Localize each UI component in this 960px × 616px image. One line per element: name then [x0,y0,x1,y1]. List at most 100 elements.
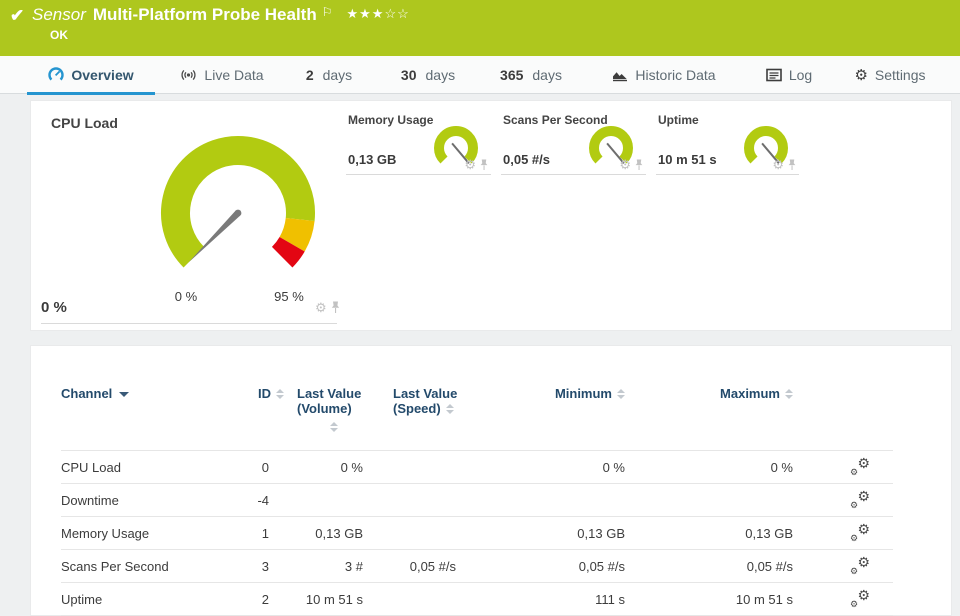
column-header-last-value-speed[interactable]: Last Value (Speed) [393,380,489,451]
tab-label: days [322,67,353,83]
mini-needle [606,142,625,164]
last-value-volume: 3 # [344,558,363,574]
table-row-cpu-load: CPU Load 0 0 % 0 % 0 % ⚙ ⚙ [61,450,893,484]
channel-name[interactable]: Uptime [61,591,103,607]
pin-icon[interactable] [479,159,489,171]
gear-icon[interactable]: ⚙ [619,157,631,172]
channel-name[interactable]: Downtime [61,492,119,508]
check-icon: ✔ [10,6,25,25]
last-value-volume: 0,13 GB [315,525,363,541]
sort-caret-icon [119,392,130,398]
tab-overview[interactable]: Overview [27,56,155,95]
last-value-speed [393,451,489,484]
gear-icon[interactable]: ⚙ [315,300,327,315]
gear-icon[interactable]: ⚙ [464,157,476,172]
cpu-current-value: 0 % [41,299,67,316]
sort-arrows-icon [785,388,793,399]
gauge-needle-hub [234,209,242,217]
sort-arrows-icon [445,403,454,414]
sensor-status-header: ✔ Sensor Multi-Platform Probe Health ⚐ ★★★☆… [0,0,960,56]
tab-365-days[interactable]: 365 days [490,56,572,94]
gauge-divider [41,323,337,324]
channel-settings-icon[interactable]: ⚙ ⚙ [850,454,870,477]
last-value-speed [393,583,489,616]
mini-gauge-title: Memory Usage [348,113,434,127]
channel-name[interactable]: Scans Per Second [61,558,169,574]
channel-settings-icon[interactable]: ⚙ ⚙ [850,553,870,576]
tab-live-data[interactable]: Live Data [172,56,272,94]
broadcast-icon [181,70,196,80]
channel-id: 3 [261,558,269,574]
mini-gauge-tools: ⚙ [772,158,797,171]
tab-label: days [425,67,456,83]
mini-gauge-tools: ⚙ [619,158,644,171]
channel-id: -4 [257,492,269,508]
tab-2-days[interactable]: 2 days [298,56,360,94]
last-value-volume [297,484,393,517]
column-header-id[interactable]: ID [239,380,297,451]
column-label: Channel [61,386,113,401]
uptime-gauge [744,126,788,164]
channel-id: 1 [261,525,269,541]
tab-label: days [532,67,562,83]
pin-icon[interactable] [634,159,644,171]
last-value-volume: 0 % [340,459,363,475]
column-label: Last Value [393,386,458,401]
column-label: ID [258,386,271,401]
channel-settings-icon[interactable]: ⚙ ⚙ [850,520,870,543]
tab-label: Historic Data [635,67,716,83]
gear-icon[interactable]: ⚙ [772,157,784,172]
pin-icon[interactable] [787,159,797,171]
tab-settings[interactable]: ⚙ Settings [850,56,930,94]
sensor-title-line: Sensor Multi-Platform Probe Health ⚐ ★★★☆☆ [32,5,410,25]
table-row-downtime: Downtime -4 ⚙ ⚙ [61,483,893,517]
last-value-volume: 10 m 51 s [305,591,363,607]
mini-gauge-scans: Scans Per Second 0,05 #/s ⚙ [501,111,646,175]
pin-icon[interactable] [330,301,341,314]
channel-id: 2 [261,591,269,607]
table-row-uptime: Uptime 2 10 m 51 s 111 s 10 m 51 s ⚙ ⚙ [61,582,893,616]
gauge-scale-min-label: 0 % [174,289,198,304]
tab-30-days[interactable]: 30 days [392,56,464,94]
mini-gauge-value: 10 m 51 s [658,152,717,167]
gauges-panel: CPU Load 0 % 95 % 0 % ⚙ Memory Usage 0,1… [30,100,952,331]
column-header-channel[interactable]: Channel [61,380,239,451]
sensor-kind-label: Sensor [32,5,86,24]
tab-number: 2 [305,67,314,83]
column-label: Last Value [297,386,362,401]
tab-number: 30 [400,67,417,83]
column-label: (Speed) [393,401,441,416]
column-header-minimum[interactable]: Minimum [489,380,659,451]
gauge-arc-yellow [279,217,315,252]
column-header-maximum[interactable]: Maximum [659,380,827,451]
sort-arrows-icon [276,388,284,399]
column-header-last-value-volume[interactable]: Last Value (Volume) [297,380,393,451]
mini-gauge-uptime: Uptime 10 m 51 s ⚙ [656,111,799,175]
priority-stars[interactable]: ★★★☆☆ [346,6,410,21]
tab-historic-data[interactable]: Historic Data [608,56,720,94]
flag-icon[interactable]: ⚐ [321,5,333,19]
minimum-value: 111 s [595,591,625,607]
cpu-gauge-tools: ⚙ [315,301,341,314]
column-label: (Volume) [297,401,352,416]
minimum-value: 0,13 GB [577,525,625,541]
channel-settings-icon[interactable]: ⚙ ⚙ [850,586,870,609]
gauge-arc-red [271,236,305,268]
maximum-value: 0,05 #/s [746,558,793,574]
channel-name[interactable]: Memory Usage [61,525,150,541]
mini-needle [761,142,780,164]
table-header-row: Channel ID Last Value (Volume) Last Valu… [61,380,893,451]
channel-settings-icon[interactable]: ⚙ ⚙ [850,487,870,510]
last-value-speed [393,517,489,550]
column-header-settings [827,380,893,451]
channels-panel: Channel ID Last Value (Volume) Last Valu… [30,345,952,616]
sensor-title: Multi-Platform Probe Health [92,5,317,24]
tab-log[interactable]: Log [760,56,818,94]
cpu-gauge-title: CPU Load [51,115,118,131]
gauge-icon [48,67,64,81]
sort-arrows-icon [330,421,338,432]
channel-name[interactable]: CPU Load [61,459,121,475]
channel-id: 0 [261,459,269,475]
scans-gauge [589,126,633,164]
gauge-scale-max-label: 95 % [274,289,304,304]
